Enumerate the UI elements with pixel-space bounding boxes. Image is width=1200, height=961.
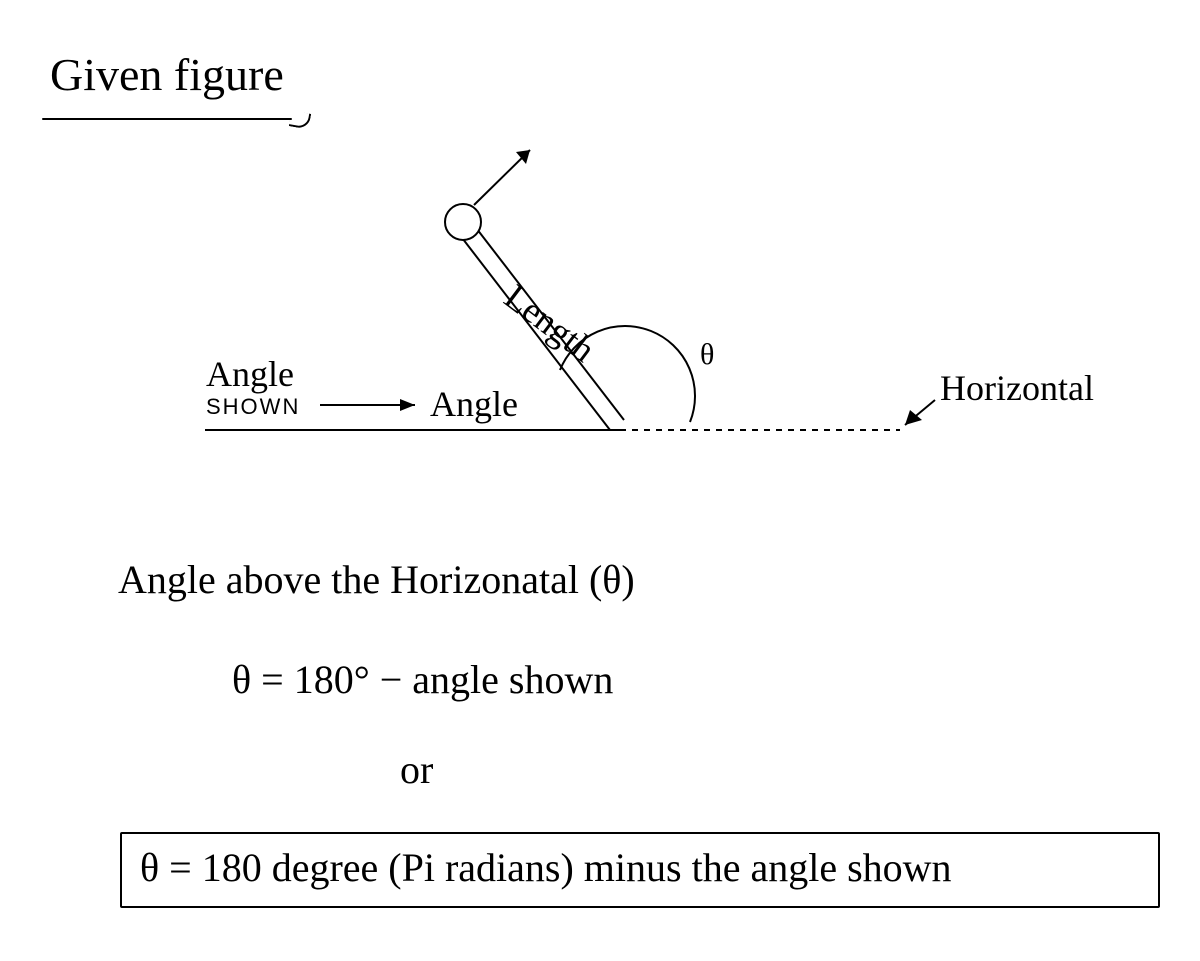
final-box: θ = 180 degree (Pi radians) minus the an…: [120, 832, 1160, 908]
label-angle-shown-bottom: SHOWN: [206, 396, 300, 418]
equation-1: θ = 180° − angle shown: [232, 660, 613, 700]
label-horizontal: Horizontal: [940, 370, 1094, 406]
label-angle-inside: Angle: [430, 386, 518, 422]
line-angle-above-horizontal: Angle above the Horizonatal (θ): [118, 560, 635, 600]
label-angle-shown-top: Angle: [206, 356, 294, 392]
rod-end-circle-icon: [445, 204, 481, 240]
diagram-svg: [0, 0, 1200, 500]
label-theta: θ: [700, 340, 714, 370]
angle-shown-arrow-head-icon: [400, 399, 415, 411]
boxed-equation: θ = 180 degree (Pi radians) minus the an…: [140, 848, 1140, 888]
page: Given figure Length Angle SHOWN Angle θ …: [0, 0, 1200, 961]
text-or: or: [400, 750, 433, 790]
